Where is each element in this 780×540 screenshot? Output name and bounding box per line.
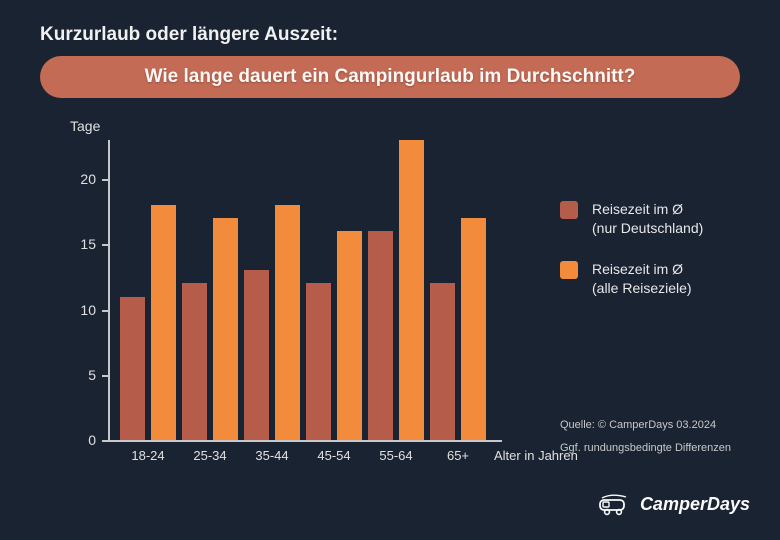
x-tick-label: 45-54	[317, 448, 350, 463]
legend-item-de: Reisezeit im Ø (nur Deutschland)	[560, 200, 760, 238]
y-tick	[102, 440, 110, 442]
legend-swatch-de	[560, 201, 578, 219]
legend-label-all: Reisezeit im Ø (alle Reiseziele)	[592, 260, 692, 298]
legend-swatch-all	[560, 261, 578, 279]
legend-item-all: Reisezeit im Ø (alle Reiseziele)	[560, 260, 760, 298]
title-text: Wie lange dauert ein Campingurlaub im Du…	[145, 66, 636, 88]
bar-de	[244, 270, 269, 440]
x-tick-label: 55-64	[379, 448, 412, 463]
bar-all	[213, 218, 238, 440]
bar-all	[275, 205, 300, 440]
infographic-canvas: Kurzurlaub oder längere Auszeit: Wie lan…	[0, 0, 780, 540]
bar-all	[337, 231, 362, 440]
x-tick-label: 35-44	[255, 448, 288, 463]
camper-icon	[598, 492, 632, 516]
y-tick-label: 5	[88, 367, 96, 383]
bar-de	[430, 283, 455, 440]
bar-de	[182, 283, 207, 440]
y-axis-label: Tage	[70, 118, 100, 134]
bar-all	[399, 140, 424, 440]
rounding-note: Ggf. rundungsbedingte Differenzen	[560, 440, 750, 457]
x-tick-label: 65+	[447, 448, 469, 463]
y-tick	[102, 375, 110, 377]
footnotes: Quelle: © CamperDays 03.2024 Ggf. rundun…	[560, 417, 750, 462]
pretitle: Kurzurlaub oder längere Auszeit:	[40, 24, 338, 46]
chart-plot: 0510152018-2425-3435-4445-5455-6465+Alte…	[108, 140, 502, 442]
chart-area: Tage 0510152018-2425-3435-4445-5455-6465…	[50, 118, 530, 478]
legend: Reisezeit im Ø (nur Deutschland) Reiseze…	[560, 200, 760, 320]
y-tick	[102, 310, 110, 312]
y-tick-label: 15	[80, 236, 96, 252]
source-text: Quelle: © CamperDays 03.2024	[560, 417, 750, 434]
bar-de	[120, 297, 145, 440]
legend-label-de: Reisezeit im Ø (nur Deutschland)	[592, 200, 703, 238]
y-tick	[102, 244, 110, 246]
brand-text: CamperDays	[640, 494, 750, 515]
bar-all	[461, 218, 486, 440]
brand-logo: CamperDays	[598, 492, 750, 516]
y-tick-label: 10	[80, 302, 96, 318]
y-tick	[102, 179, 110, 181]
x-tick-label: 18-24	[131, 448, 164, 463]
title-banner: Wie lange dauert ein Campingurlaub im Du…	[40, 56, 740, 98]
y-tick-label: 0	[88, 432, 96, 448]
x-tick-label: 25-34	[193, 448, 226, 463]
y-tick-label: 20	[80, 171, 96, 187]
bar-de	[368, 231, 393, 440]
bar-all	[151, 205, 176, 440]
bar-de	[306, 283, 331, 440]
